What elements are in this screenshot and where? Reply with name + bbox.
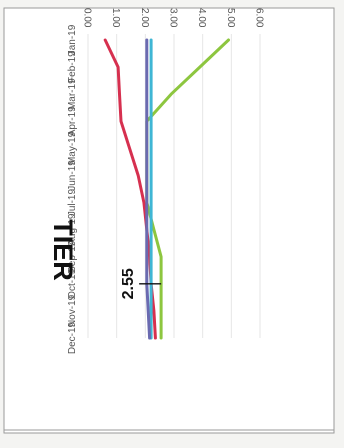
y-tick-label: 2.00 xyxy=(139,8,150,28)
x-tick-label: Sep-19 xyxy=(67,240,78,273)
x-tick-label: Jan-19 xyxy=(67,24,78,55)
chart-title: TIER xyxy=(48,219,78,281)
y-axis-tick-labels: 0.00 1.00 2.00 3.00 4.00 5.00 6.00 xyxy=(82,8,265,28)
y-tick-label: 5.00 xyxy=(225,8,236,28)
x-tick-label: Apr-19 xyxy=(67,106,78,136)
x-tick-label: Aug-19 xyxy=(67,213,78,246)
x-tick-label: Feb-19 xyxy=(67,51,78,83)
x-tick-label: May-19 xyxy=(67,131,78,165)
x-tick-label: Dec-19 xyxy=(67,321,78,354)
data-label: 2.55 xyxy=(120,268,137,299)
x-tick-label: Mar-19 xyxy=(67,78,78,110)
x-tick-label: Jun-19 xyxy=(67,160,78,191)
annotations: 2.55 xyxy=(120,268,162,299)
y-tick-label: 6.00 xyxy=(254,8,265,28)
series-lines xyxy=(103,38,230,340)
y-tick-label: 4.00 xyxy=(196,8,207,28)
y-tick-label: 3.00 xyxy=(168,8,179,28)
x-tick-label: Nov-19 xyxy=(67,294,78,327)
x-axis-tick-labels: Jan-19Feb-19Mar-19Apr-19May-19Jun-19Jul-… xyxy=(67,24,78,354)
gridlines xyxy=(87,34,261,338)
series-line xyxy=(145,38,152,340)
paper-frame xyxy=(3,7,335,434)
y-tick-label: 1.00 xyxy=(110,8,121,28)
x-tick-label: Jul-19 xyxy=(67,188,78,216)
x-tick-label: Oct-19 xyxy=(67,268,78,298)
y-tick-label: 0.00 xyxy=(82,8,93,28)
